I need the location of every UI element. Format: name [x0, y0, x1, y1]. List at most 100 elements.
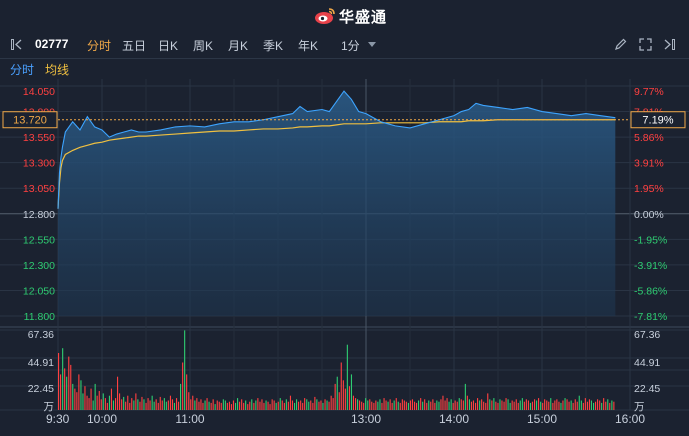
volume-bar	[458, 398, 460, 410]
title-bar: 华盛通	[0, 0, 689, 32]
volume-bar	[385, 400, 387, 410]
volume-bar	[210, 402, 212, 410]
price-tick-label: 11.800	[24, 311, 55, 323]
brand-name: 华盛通	[339, 8, 388, 26]
volume-bar	[169, 395, 172, 410]
volume-bar	[456, 401, 458, 410]
volume-bar	[173, 402, 176, 410]
volume-bar	[202, 402, 204, 410]
volume-bar	[247, 404, 249, 410]
volume-bar	[80, 380, 82, 410]
volume-bar	[566, 399, 568, 410]
volume-bar	[306, 399, 308, 410]
volume-bar	[379, 399, 381, 410]
volume-bar	[308, 401, 310, 410]
volume-bar	[552, 402, 554, 410]
tab-daily-k[interactable]: 日K	[158, 39, 179, 53]
volume-bar	[568, 401, 570, 410]
volume-bar	[283, 402, 285, 410]
volume-bar	[485, 402, 487, 410]
volume-bar	[92, 400, 94, 410]
volume-bar	[536, 400, 538, 410]
volume-bar	[176, 398, 178, 410]
collapse-right-icon[interactable]	[663, 39, 675, 50]
volume-bar	[157, 402, 159, 410]
volume-bar	[200, 399, 202, 410]
volume-bar	[277, 401, 279, 410]
current-price-marker: 13.720 7.19%	[2, 111, 686, 129]
time-tick-label: 15:00	[527, 412, 557, 426]
tab-weekly-k[interactable]: 周K	[193, 39, 214, 53]
volume-bar	[232, 400, 235, 410]
fullscreen-icon[interactable]	[639, 38, 652, 51]
intraday-chart[interactable]: 14.05013.80013.55013.30013.05012.80012.5…	[0, 79, 689, 431]
volume-bar	[361, 401, 363, 410]
tab-quarterly-k[interactable]: 季K	[263, 39, 284, 53]
stock-code[interactable]: 02777	[35, 37, 69, 51]
chevron-down-icon[interactable]	[368, 42, 376, 48]
volume-bar	[145, 402, 147, 410]
volume-bar	[383, 398, 385, 410]
volume-bar	[275, 402, 277, 410]
percent-tick-label: -3.91%	[634, 260, 667, 272]
tab-monthly-k[interactable]: 月K	[228, 39, 249, 53]
volume-bar	[597, 399, 599, 410]
volume-bar	[96, 395, 98, 410]
volume-bar	[489, 399, 491, 410]
volume-bar	[586, 401, 589, 410]
volume-bar	[357, 399, 359, 410]
volume-bar	[332, 398, 334, 410]
legend-intraday[interactable]: 分时	[10, 63, 35, 77]
legend-average[interactable]: 均线	[45, 63, 70, 77]
volume-bar	[401, 399, 403, 410]
volume-bar	[287, 401, 289, 410]
volume-bar	[82, 393, 84, 410]
volume-bar	[249, 401, 251, 410]
volume-bar	[182, 362, 184, 410]
volume-bar	[407, 402, 410, 410]
volume-bar	[428, 400, 430, 410]
volume-bar	[436, 400, 438, 410]
volume-bar	[271, 399, 273, 410]
volume-bar	[178, 401, 180, 410]
volume-bar	[452, 402, 454, 410]
volume-bar	[300, 400, 302, 410]
volume-bar	[129, 402, 131, 410]
volume-bar	[448, 401, 450, 410]
volume-bar	[312, 402, 314, 410]
volume-bar	[609, 402, 611, 410]
volume-bar	[580, 400, 582, 410]
volume-bar	[72, 383, 74, 410]
volume-bar	[131, 398, 133, 410]
percent-tick-label: 9.77%	[634, 86, 664, 98]
interval-select[interactable]: 1分	[341, 39, 360, 53]
volume-bar	[298, 401, 300, 410]
volume-bar	[78, 374, 80, 410]
volume-bar	[588, 399, 591, 410]
volume-bar	[371, 401, 373, 410]
volume-bar	[192, 395, 194, 410]
tab-intraday[interactable]: 分时	[87, 39, 112, 53]
volume-bar	[503, 401, 505, 410]
volume-bar	[289, 395, 292, 410]
volume-bar	[336, 376, 338, 410]
volume-bar	[450, 399, 452, 410]
collapse-left-icon[interactable]	[11, 39, 23, 50]
volume-bar	[542, 402, 544, 410]
volume-bar	[420, 398, 422, 410]
volume-axis: 67.36 67.36 44.91 44.91 22.45 22.45 万 万	[28, 329, 661, 413]
volume-bar	[399, 402, 401, 410]
volume-bar	[605, 401, 607, 410]
current-change-label: 7.19%	[642, 115, 673, 127]
tab-five-day[interactable]: 五日	[122, 39, 147, 53]
volume-bar	[599, 400, 601, 410]
volume-bar	[285, 399, 287, 410]
price-tick-label: 12.300	[23, 260, 55, 272]
volume-bar	[444, 400, 446, 410]
volume-bar	[243, 402, 245, 410]
price-lines	[57, 90, 616, 209]
volume-bar	[434, 402, 436, 410]
volume-bar	[454, 400, 456, 410]
pencil-icon[interactable]	[614, 38, 627, 51]
tab-yearly-k[interactable]: 年K	[298, 39, 319, 53]
